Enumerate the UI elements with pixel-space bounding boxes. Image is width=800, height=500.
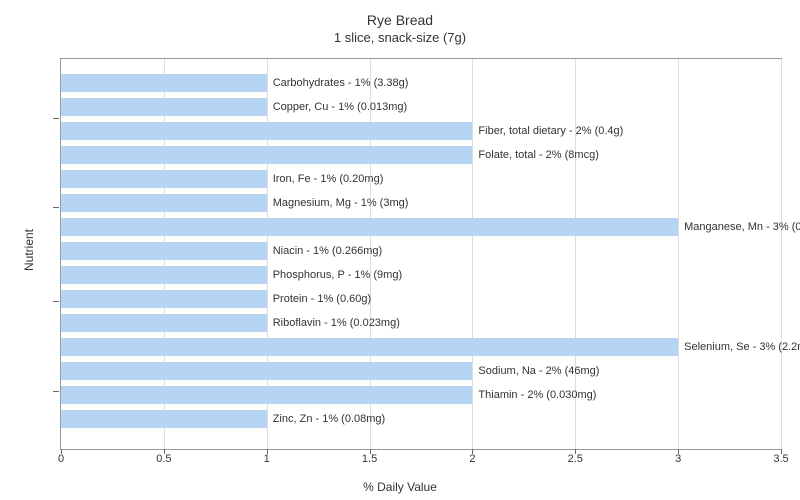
x-tick-label: 0.5 [156,453,171,465]
nutrient-bar-label: Protein - 1% (0.60g) [267,290,371,308]
nutrient-chart: Rye Bread 1 slice, snack-size (7g) Nutri… [0,0,800,500]
y-tick [53,118,59,119]
nutrient-bar [61,122,472,140]
nutrient-bar-label: Niacin - 1% (0.266mg) [267,242,382,260]
nutrient-bar [61,266,267,284]
y-tick [53,207,59,208]
x-tick-label: 1 [264,453,270,465]
nutrient-bar [61,146,472,164]
nutrient-bar [61,338,678,356]
nutrient-bar-label: Zinc, Zn - 1% (0.08mg) [267,410,385,428]
nutrient-bar-label: Magnesium, Mg - 1% (3mg) [267,194,409,212]
gridline [781,59,782,449]
nutrient-bar-label: Carbohydrates - 1% (3.38g) [267,74,409,92]
x-tick-label: 0 [58,453,64,465]
gridline [678,59,679,449]
plot-area: 00.511.522.533.5Carbohydrates - 1% (3.38… [60,58,782,450]
nutrient-bar [61,386,472,404]
nutrient-bar [61,410,267,428]
x-tick-label: 2 [469,453,475,465]
nutrient-bar-label: Sodium, Na - 2% (46mg) [472,362,599,380]
x-tick-label: 3 [675,453,681,465]
x-axis-label: % Daily Value [0,480,800,494]
nutrient-bar-label: Fiber, total dietary - 2% (0.4g) [472,122,623,140]
nutrient-bar-label: Phosphorus, P - 1% (9mg) [267,266,402,284]
chart-title: Rye Bread [0,12,800,28]
y-axis-label: Nutrient [22,229,36,271]
nutrient-bar [61,314,267,332]
nutrient-bar [61,74,267,92]
nutrient-bar [61,170,267,188]
nutrient-bar [61,98,267,116]
chart-subtitle: 1 slice, snack-size (7g) [0,30,800,45]
nutrient-bar-label: Riboflavin - 1% (0.023mg) [267,314,400,332]
nutrient-bar [61,218,678,236]
nutrient-bar-label: Manganese, Mn - 3% (0.058mg) [678,218,800,236]
nutrient-bar-label: Copper, Cu - 1% (0.013mg) [267,98,408,116]
y-tick [53,391,59,392]
x-tick-label: 3.5 [773,453,788,465]
x-tick-label: 1.5 [362,453,377,465]
nutrient-bar-label: Iron, Fe - 1% (0.20mg) [267,170,384,188]
nutrient-bar-label: Folate, total - 2% (8mcg) [472,146,598,164]
nutrient-bar-label: Thiamin - 2% (0.030mg) [472,386,596,404]
x-tick-label: 2.5 [568,453,583,465]
nutrient-bar-label: Selenium, Se - 3% (2.2mcg) [678,338,800,356]
nutrient-bar [61,242,267,260]
nutrient-bar [61,362,472,380]
y-tick [53,301,59,302]
nutrient-bar [61,194,267,212]
nutrient-bar [61,290,267,308]
